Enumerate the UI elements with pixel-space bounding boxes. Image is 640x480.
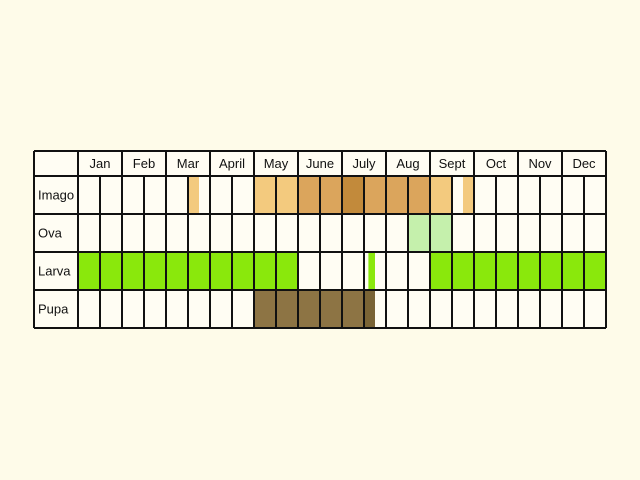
labels: Jan Feb Mar April May June July Aug Sept Oct Nov De… <box>38 156 596 317</box>
imago-period <box>342 176 364 214</box>
month-label: Sept <box>439 156 466 171</box>
imago-period <box>188 176 199 214</box>
ova-period <box>430 214 452 252</box>
imago-period <box>430 176 452 214</box>
imago-period <box>364 176 386 214</box>
month-label: July <box>352 156 376 171</box>
month-label: April <box>219 156 245 171</box>
month-label: June <box>306 156 334 171</box>
larva-period <box>368 252 375 290</box>
stage-label: Larva <box>38 264 71 279</box>
month-label: Feb <box>133 156 155 171</box>
month-label: Mar <box>177 156 200 171</box>
pupa-period <box>342 290 364 328</box>
month-label: Oct <box>486 156 507 171</box>
grid-lines <box>33 150 607 329</box>
month-label: Jan <box>90 156 111 171</box>
month-label: Nov <box>528 156 552 171</box>
imago-period <box>463 176 474 214</box>
month-label: May <box>264 156 289 171</box>
stage-label: Ova <box>38 226 63 241</box>
ova-period <box>408 214 430 252</box>
stage-label: Imago <box>38 188 74 203</box>
month-label: Aug <box>396 156 419 171</box>
stage-label: Pupa <box>38 302 69 317</box>
pupa-period <box>364 290 375 328</box>
month-label: Dec <box>572 156 596 171</box>
